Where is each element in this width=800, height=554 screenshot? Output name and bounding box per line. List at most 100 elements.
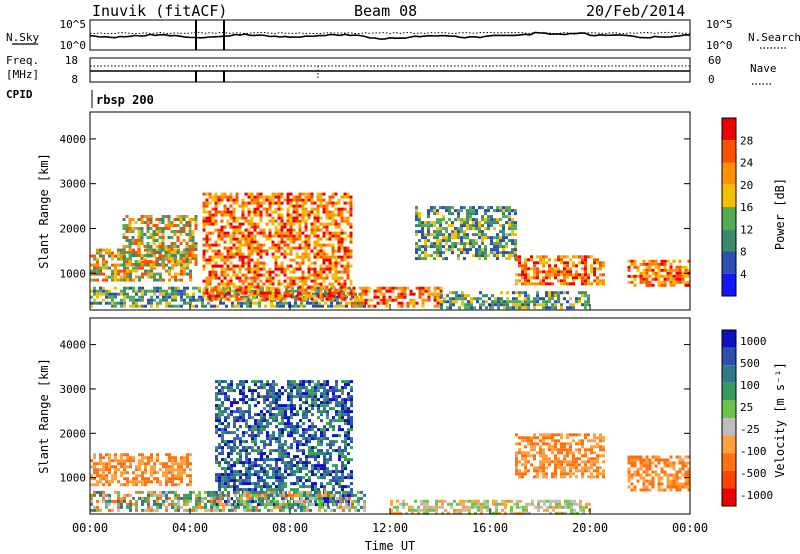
velocity-cell [270, 493, 273, 497]
power-cell [132, 278, 135, 282]
power-cell [238, 204, 242, 208]
velocity-cell [144, 462, 147, 466]
power-cell [265, 291, 269, 295]
power-cell [208, 291, 212, 295]
power-cell [406, 301, 410, 305]
power-cell [214, 285, 218, 289]
velocity-cell [396, 499, 399, 503]
power-cell [286, 222, 290, 226]
power-cell [455, 297, 458, 301]
power-cell [208, 255, 212, 259]
velocity-cell [302, 401, 305, 405]
power-cell [253, 261, 257, 265]
power-cell [286, 252, 290, 256]
power-cell [325, 204, 329, 208]
velocity-cell [215, 404, 218, 408]
power-cell [144, 248, 147, 252]
power-cell [140, 233, 144, 236]
power-cell [217, 201, 221, 205]
power-cell [340, 228, 344, 232]
power-cell [141, 275, 144, 279]
power-cell [129, 298, 132, 302]
velocity-cell [275, 479, 278, 483]
power-cell [475, 242, 478, 246]
velocity-cell [314, 452, 317, 456]
power-cell [557, 255, 560, 259]
velocity-cell [117, 468, 120, 472]
power-cell [141, 266, 144, 270]
velocity-cell [228, 496, 231, 500]
power-cell [149, 218, 153, 221]
power-cell [563, 282, 566, 286]
power-cell [232, 243, 236, 247]
power-cell [211, 273, 215, 277]
velocity-cell [302, 491, 305, 495]
power-cell [505, 233, 508, 237]
power-cell [259, 195, 263, 199]
power-cell [496, 254, 499, 258]
power-cell [211, 258, 215, 262]
velocity-cell [332, 485, 335, 489]
velocity-cell [272, 416, 275, 420]
power-cell [440, 294, 443, 298]
power-cell [445, 209, 448, 213]
power-cell [247, 207, 251, 211]
velocity-cell [423, 508, 426, 512]
velocity-cell [350, 386, 353, 390]
power-cell [277, 267, 281, 271]
power-cell [208, 279, 212, 283]
power-cell [99, 301, 102, 305]
power-cell [337, 288, 341, 292]
power-cell [202, 243, 206, 247]
power-cell [280, 201, 284, 205]
velocity-cell [278, 413, 281, 417]
power-cell [268, 297, 272, 301]
velocity-cell [141, 502, 144, 506]
velocity-cell [342, 508, 345, 512]
power-cell [310, 225, 314, 229]
power-cell [542, 270, 545, 274]
power-cell [289, 204, 293, 208]
power-cell [120, 254, 123, 258]
power-cell [524, 297, 527, 301]
power-cell [238, 255, 242, 259]
velocity-cell [341, 407, 344, 411]
power-cell [289, 219, 293, 223]
power-cell [191, 230, 195, 233]
power-cell [295, 210, 299, 214]
power-cell [675, 274, 679, 278]
velocity-cell [239, 416, 242, 420]
velocity-cell [254, 425, 257, 429]
power-cell [210, 286, 213, 290]
velocity-cell [320, 395, 323, 399]
power-cell [198, 289, 201, 293]
velocity-cell [308, 446, 311, 450]
velocity-cell [305, 431, 308, 435]
power-cell [660, 262, 664, 266]
power-cell [265, 198, 269, 202]
power-cell [177, 278, 180, 282]
velocity-cell [174, 468, 177, 472]
power-cell [262, 207, 266, 211]
velocity-cell [347, 491, 350, 495]
power-cell [334, 249, 338, 253]
power-cell [247, 201, 251, 205]
power-cell [161, 236, 165, 239]
power-cell [478, 251, 481, 255]
power-cell [90, 272, 93, 276]
power-cell [370, 304, 374, 308]
power-cell [418, 292, 422, 296]
power-cell [93, 301, 96, 305]
power-cell [250, 252, 254, 256]
power-cell [268, 201, 272, 205]
velocity-cell [263, 386, 266, 390]
power-cell [687, 280, 691, 284]
velocity-cell [215, 503, 218, 507]
velocity-cell [314, 401, 317, 405]
velocity-cell [323, 455, 326, 459]
velocity-cell [341, 419, 344, 423]
velocity-cell [311, 392, 314, 396]
velocity-cell [317, 452, 320, 456]
power-cell [493, 254, 496, 258]
power-cell [497, 300, 500, 304]
